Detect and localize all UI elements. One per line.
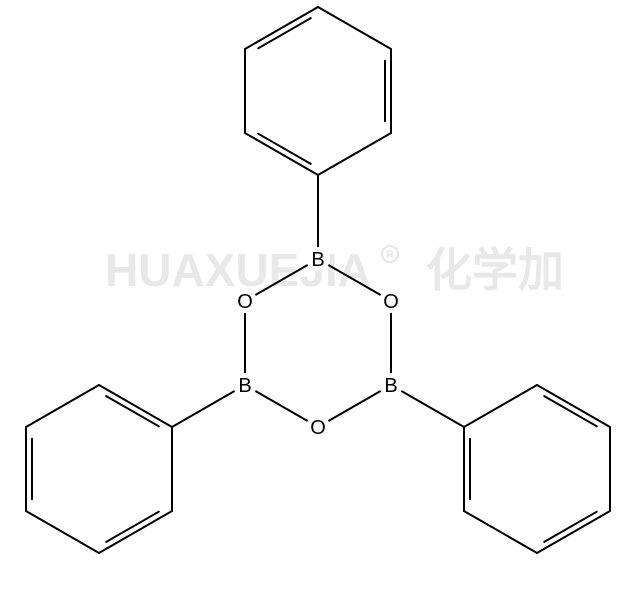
molecule-svg: HUAXUEJIA R 化学加 O O O B B B — [0, 0, 634, 600]
atom-label-b: B — [238, 375, 251, 397]
canvas: HUAXUEJIA R 化学加 O O O B B B — [0, 0, 634, 600]
svg-text:R: R — [386, 250, 394, 261]
watermark-left-text: HUAXUEJIA — [105, 244, 371, 296]
atom-label-o: O — [383, 291, 399, 313]
atom-label-o: O — [237, 291, 253, 313]
watermark: HUAXUEJIA R 化学加 — [105, 244, 564, 296]
atom-label-b: B — [311, 249, 324, 271]
atom-label-b: B — [384, 375, 397, 397]
watermark-right-text: 化学加 — [426, 244, 564, 296]
atom-label-o: O — [310, 417, 326, 439]
canvas-bg — [0, 0, 634, 600]
